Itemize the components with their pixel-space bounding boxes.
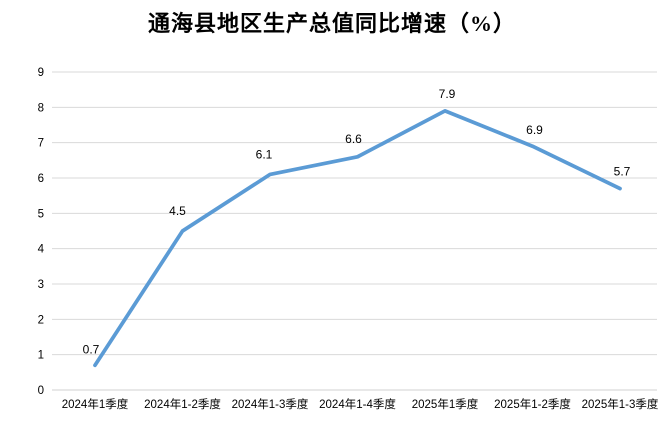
x-tick-label: 2024年1-4季度 — [319, 397, 396, 411]
y-tick-label: 0 — [38, 385, 44, 397]
chart-title: 通海县地区生产总值同比增速（%） — [147, 11, 516, 36]
data-point-label: 0.7 — [83, 342, 100, 356]
y-tick-label: 7 — [38, 138, 44, 150]
y-tick-label: 6 — [38, 173, 44, 185]
data-point-label: 6.9 — [526, 123, 543, 137]
data-point-label: 6.1 — [256, 147, 273, 161]
x-tick-label: 2025年1-2季度 — [494, 397, 571, 411]
x-tick-label: 2025年1-3季度 — [582, 397, 659, 411]
y-tick-label: 9 — [38, 67, 44, 79]
data-point-label: 7.9 — [439, 87, 456, 101]
data-point-label: 6.6 — [345, 132, 362, 146]
y-tick-label: 3 — [38, 279, 44, 291]
y-tick-label: 5 — [38, 208, 44, 220]
y-tick-label: 2 — [38, 314, 44, 326]
data-point-label: 5.7 — [614, 165, 631, 179]
x-tick-label: 2024年1-3季度 — [232, 397, 309, 411]
x-tick-label: 2024年1-2季度 — [144, 397, 221, 411]
y-tick-label: 4 — [38, 244, 45, 256]
y-tick-label: 1 — [38, 350, 44, 362]
data-point-label: 4.5 — [169, 204, 186, 218]
x-tick-label: 2024年1季度 — [62, 397, 129, 411]
x-tick-label: 2025年1季度 — [412, 397, 479, 411]
y-tick-label: 8 — [38, 102, 44, 114]
series-line — [93, 108, 622, 368]
